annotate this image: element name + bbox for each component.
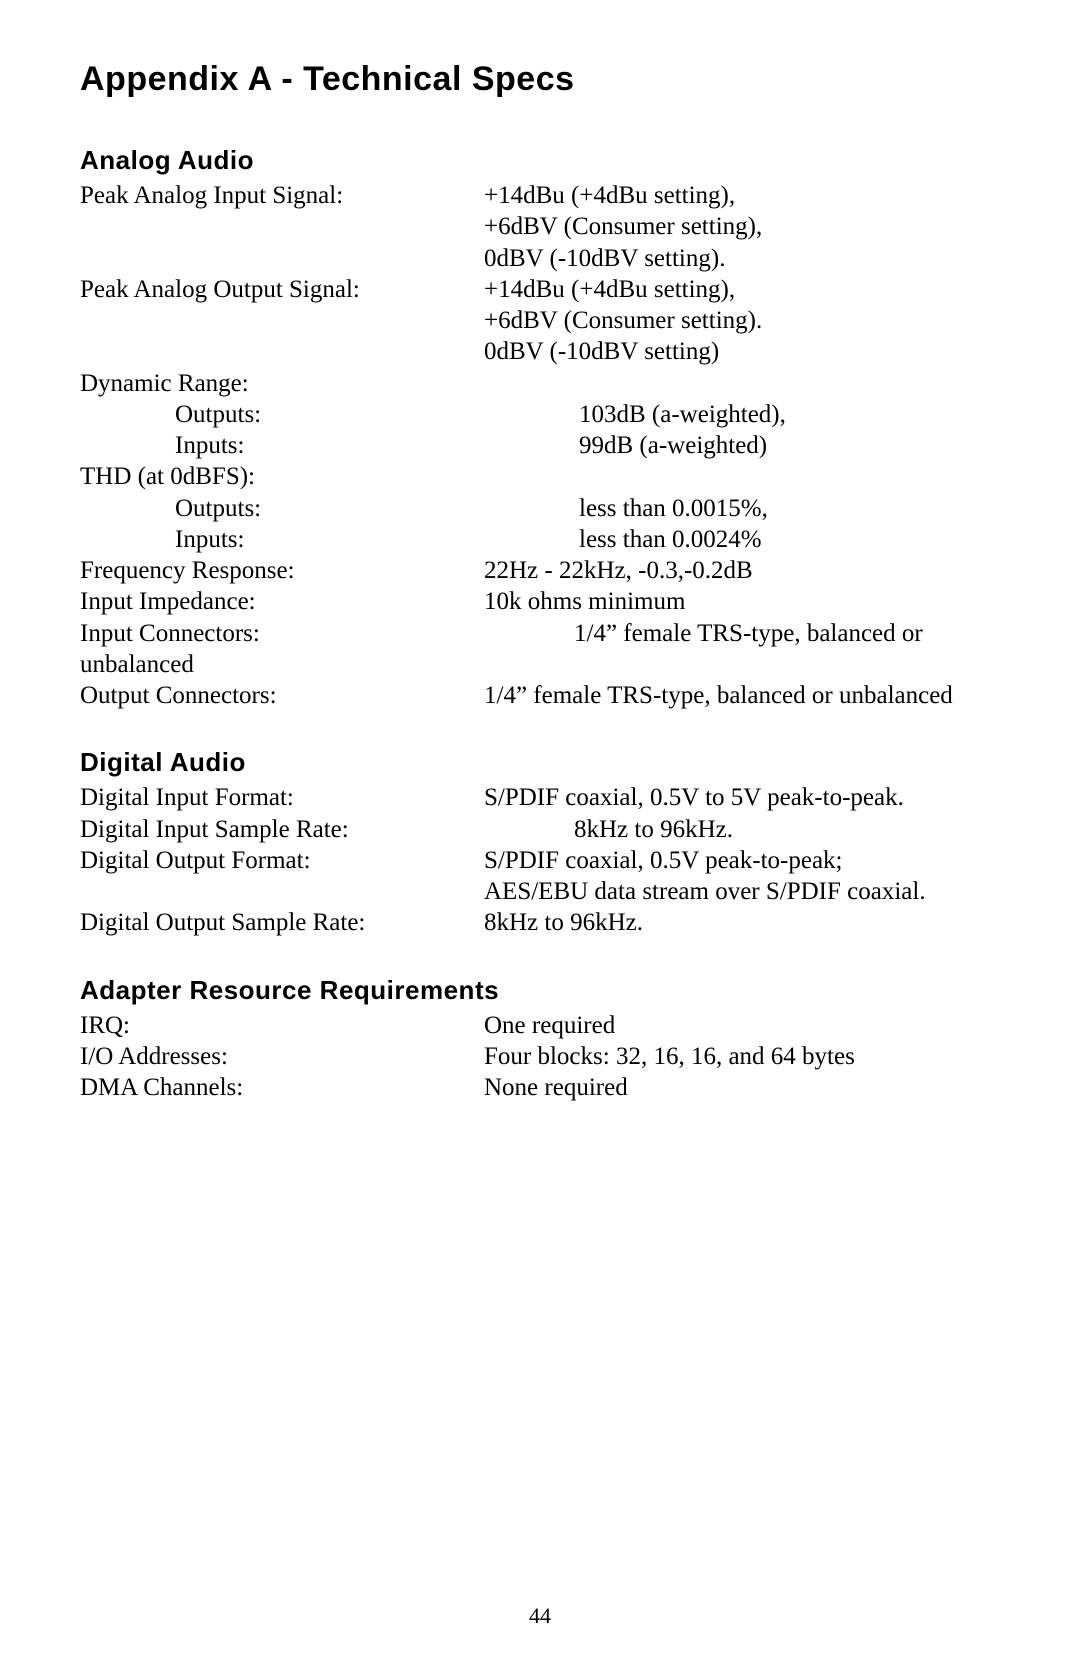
io-addresses-label: I/O Addresses: — [80, 1041, 484, 1072]
dr-outputs-value: 103dB (a-weighted), — [579, 399, 1000, 430]
thd-inputs-value: less than 0.0024% — [579, 524, 1000, 555]
peak-input-label: Peak Analog Input Signal: — [80, 180, 484, 211]
peak-input-value-1: +14dBu (+4dBu setting), — [484, 180, 1000, 211]
section-title-digital: Digital Audio — [80, 747, 1000, 778]
input-impedance-label: Input Impedance: — [80, 586, 484, 617]
io-addresses-value: Four blocks: 32, 16, 16, and 64 bytes — [484, 1041, 1000, 1072]
peak-input-value-3: 0dBV (-10dBV setting). — [484, 243, 1000, 274]
irq-label: IRQ: — [80, 1010, 484, 1041]
digital-input-format-value: S/PDIF coaxial, 0.5V to 5V peak-to-peak. — [484, 782, 1000, 813]
dr-inputs-label: Inputs: — [80, 430, 579, 461]
input-connectors-label: Input Connectors: — [80, 618, 484, 649]
freq-response-value: 22Hz - 22kHz, -0.3,-0.2dB — [484, 555, 1000, 586]
input-connectors-value: 1/4” female TRS-type, balanced or — [484, 618, 1000, 649]
dma-channels-value: None required — [484, 1072, 1000, 1103]
peak-output-value-1: +14dBu (+4dBu setting), — [484, 274, 1000, 305]
analog-audio-block: Peak Analog Input Signal: +14dBu (+4dBu … — [80, 180, 1000, 711]
output-connectors-value: 1/4” female TRS-type, balanced or unbala… — [484, 680, 1000, 711]
digital-output-format-label: Digital Output Format: — [80, 845, 484, 876]
peak-output-value-3: 0dBV (-10dBV setting) — [484, 336, 1000, 367]
digital-output-sr-label: Digital Output Sample Rate: — [80, 907, 484, 938]
peak-output-value-2: +6dBV (Consumer setting). — [484, 305, 1000, 336]
peak-output-label: Peak Analog Output Signal: — [80, 274, 484, 305]
adapter-block: IRQ: One required I/O Addresses: Four bl… — [80, 1010, 1000, 1104]
input-connectors-wrap: unbalanced — [80, 649, 484, 680]
dr-inputs-value: 99dB (a-weighted) — [579, 430, 1000, 461]
dma-channels-label: DMA Channels: — [80, 1072, 484, 1103]
digital-output-format-value-2: AES/EBU data stream over S/PDIF coaxial. — [484, 876, 1000, 907]
digital-input-sr-label: Digital Input Sample Rate: — [80, 814, 484, 845]
digital-input-sr-value: 8kHz to 96kHz. — [484, 814, 1000, 845]
main-title: Appendix A - Technical Specs — [80, 60, 1000, 99]
input-impedance-value: 10k ohms minimum — [484, 586, 1000, 617]
section-title-analog: Analog Audio — [80, 145, 1000, 176]
digital-audio-block: Digital Input Format: S/PDIF coaxial, 0.… — [80, 782, 1000, 938]
page: Appendix A - Technical Specs Analog Audi… — [0, 0, 1080, 1669]
section-title-adapter: Adapter Resource Requirements — [80, 975, 1000, 1006]
peak-input-value-2: +6dBV (Consumer setting), — [484, 211, 1000, 242]
irq-value: One required — [484, 1010, 1000, 1041]
freq-response-label: Frequency Response: — [80, 555, 484, 586]
thd-outputs-value: less than 0.0015%, — [579, 493, 1000, 524]
dynamic-range-label: Dynamic Range: — [80, 368, 484, 399]
output-connectors-label: Output Connectors: — [80, 680, 484, 711]
thd-label: THD (at 0dBFS): — [80, 461, 484, 492]
digital-input-format-label: Digital Input Format: — [80, 782, 484, 813]
thd-outputs-label: Outputs: — [80, 493, 579, 524]
page-number: 44 — [0, 1603, 1080, 1629]
thd-inputs-label: Inputs: — [80, 524, 579, 555]
dr-outputs-label: Outputs: — [80, 399, 579, 430]
digital-output-sr-value: 8kHz to 96kHz. — [484, 907, 1000, 938]
digital-output-format-value-1: S/PDIF coaxial, 0.5V peak-to-peak; — [484, 845, 1000, 876]
